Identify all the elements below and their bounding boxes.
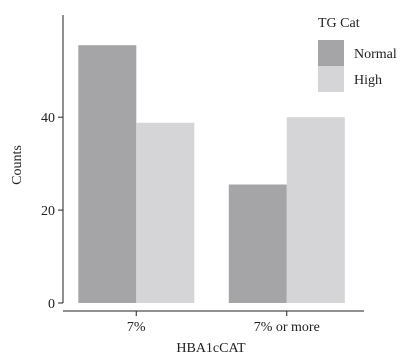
y-tick-label: 20	[41, 204, 55, 219]
bar-high-1	[286, 117, 345, 303]
bar-high-0	[136, 122, 195, 303]
legend-title: TG Cat	[318, 16, 360, 31]
x-axis-title: HBA1cCAT	[176, 341, 246, 356]
y-tick-label: 40	[41, 111, 55, 126]
x-tick-label: 7% or more	[254, 320, 320, 335]
bar-normal-0	[78, 45, 137, 303]
y-tick-label: 0	[48, 297, 55, 312]
legend-swatch-normal	[318, 40, 344, 66]
bars-group	[78, 45, 345, 303]
legend-label-high: High	[354, 73, 382, 88]
legend-label-normal: Normal	[354, 47, 397, 62]
y-axis-title: Counts	[10, 145, 25, 185]
legend: TG Cat Normal High	[318, 16, 397, 92]
legend-swatch-high	[318, 66, 344, 92]
x-ticks-group: 7% 7% or more	[127, 311, 320, 335]
bar-normal-1	[228, 184, 287, 303]
y-ticks-group: 0 20 40	[41, 111, 63, 312]
x-tick-label: 7%	[127, 320, 146, 335]
